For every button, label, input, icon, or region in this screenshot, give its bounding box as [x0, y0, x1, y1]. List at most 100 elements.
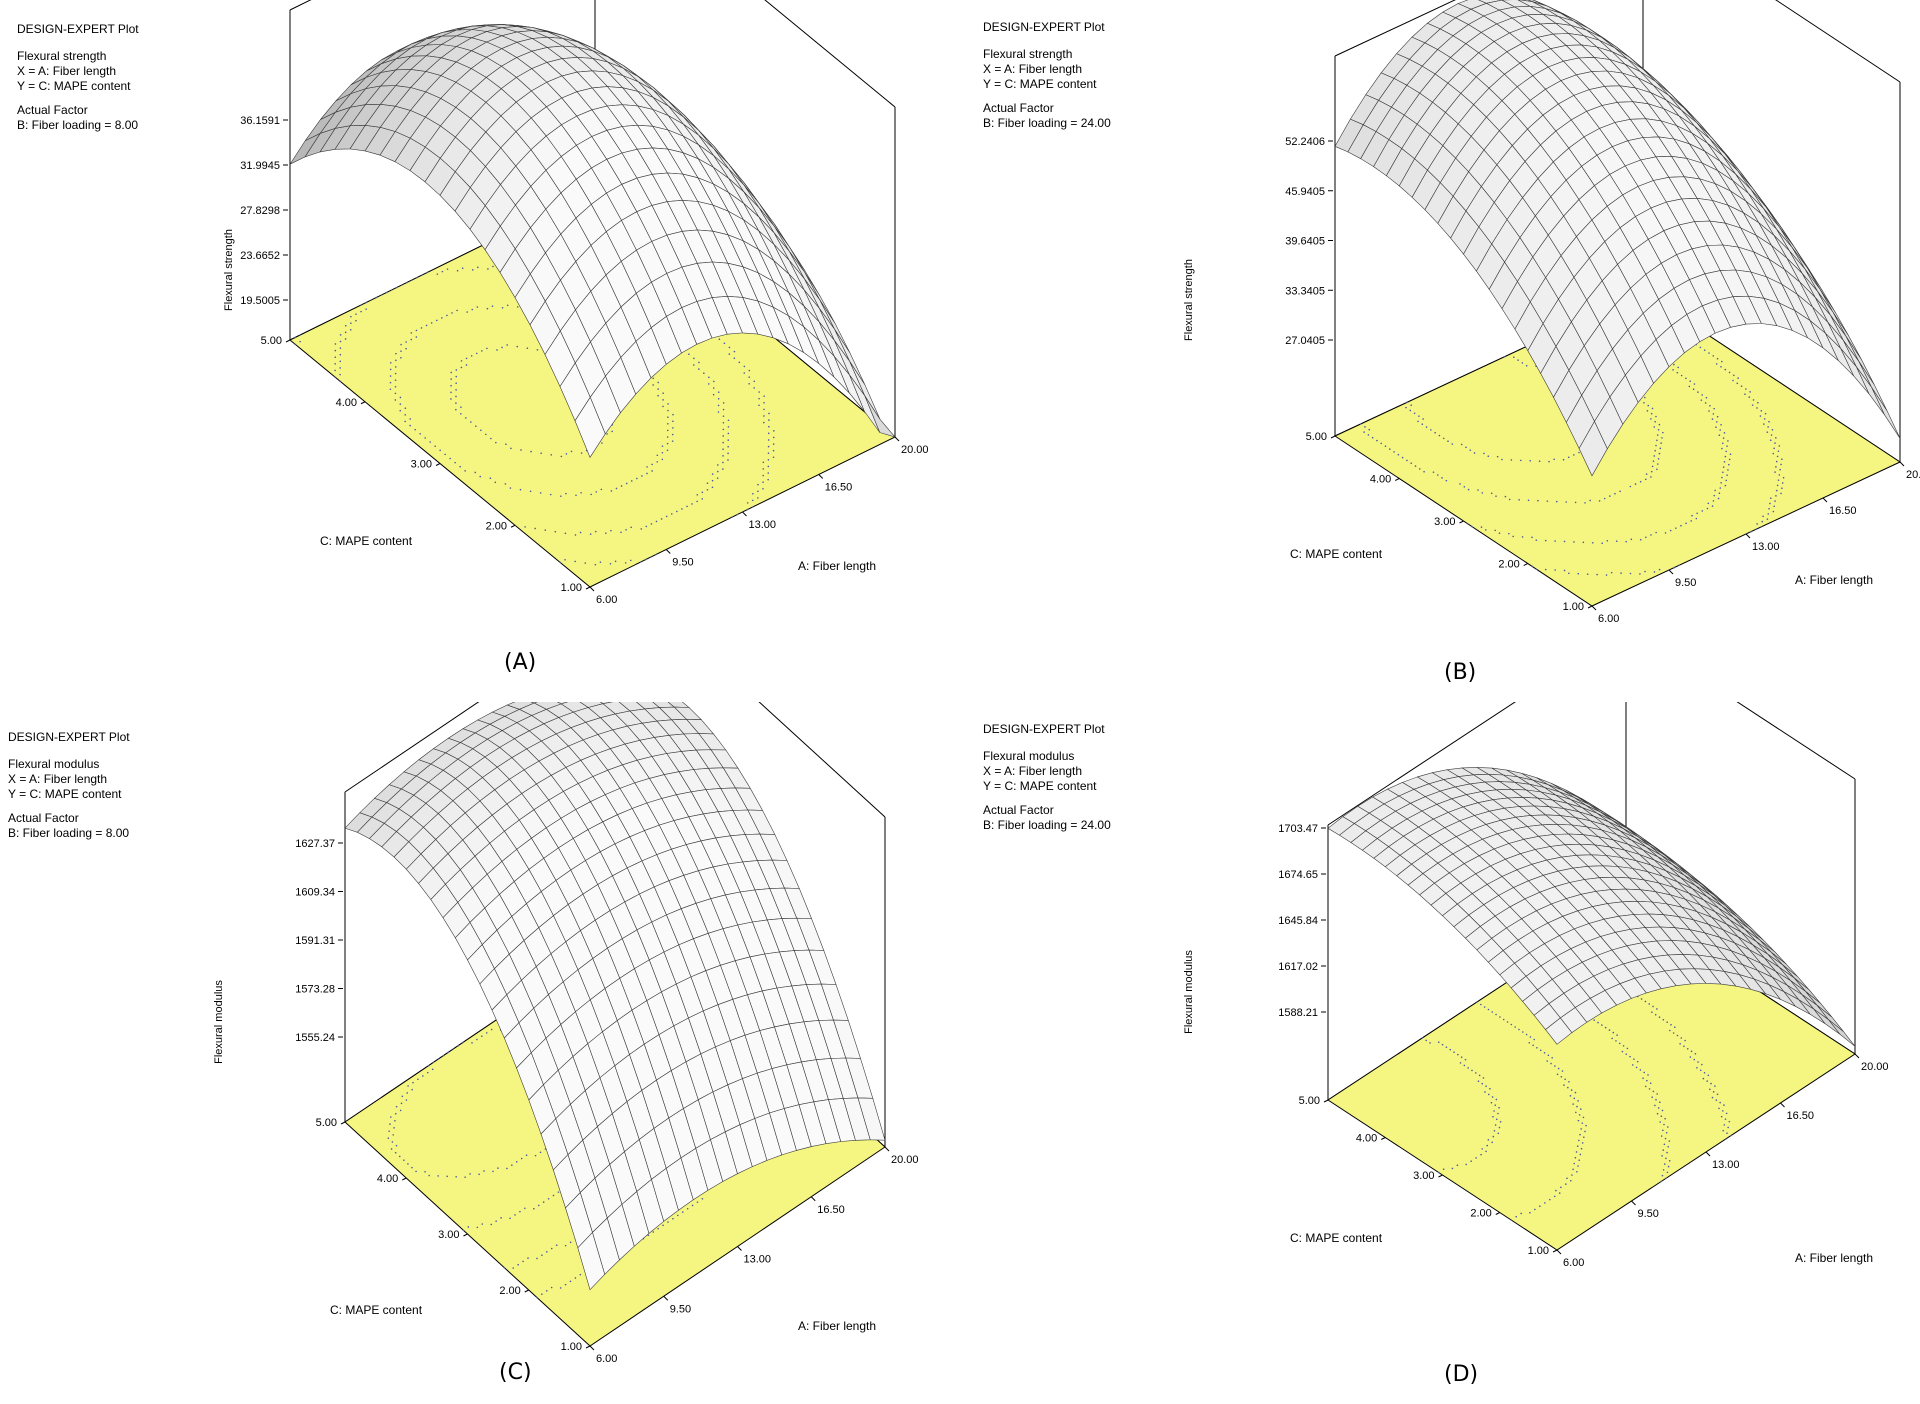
plot-header: DESIGN-EXPERT Plot: [983, 20, 1105, 34]
contour-point: [1721, 442, 1724, 445]
contour-point: [579, 531, 582, 534]
contour-point: [1367, 434, 1370, 436]
contour-point: [1760, 410, 1763, 412]
y-tick: [1395, 478, 1400, 481]
contour-point: [1498, 1106, 1500, 1109]
contour-point: [650, 523, 653, 525]
contour-point: [1614, 492, 1616, 495]
contour-point: [1669, 529, 1672, 532]
contour-point: [447, 1051, 450, 1054]
contour-point: [630, 526, 632, 529]
actual-factor-value: B: Fiber loading = 8.00: [8, 826, 130, 840]
contour-point: [1651, 465, 1654, 468]
contour-point: [1605, 574, 1608, 576]
contour-point: [574, 534, 577, 536]
contour-point: [1467, 488, 1470, 491]
contour-point: [1486, 1144, 1488, 1147]
surface-plot: 19.5005 23.6652 27.8298 31.9945 36.1591 Flexu…: [223, 0, 929, 606]
contour-point: [370, 299, 373, 301]
contour-point: [655, 520, 658, 523]
z-axis: 1588.21 1617.02 1645.84 1674.65 1703.47 Flexu…: [1183, 823, 1326, 1034]
contour-point: [652, 384, 654, 386]
contour-point: [1483, 452, 1485, 455]
response-name: Flexural strength: [17, 49, 107, 63]
contour-point: [1711, 1096, 1714, 1099]
contour-point: [1475, 1072, 1477, 1074]
contour-point: [1481, 1082, 1484, 1085]
contour-point: [1550, 1062, 1552, 1065]
contour-point: [1668, 1160, 1671, 1162]
contour-point: [1579, 1153, 1582, 1156]
contour-point: [389, 381, 392, 384]
contour-point: [722, 402, 725, 404]
contour-point: [1457, 1053, 1459, 1056]
contour-point: [404, 414, 407, 416]
contour-point: [1480, 1003, 1482, 1006]
contour-point: [1709, 405, 1711, 407]
contour-point: [1490, 492, 1493, 495]
contour-point: [1649, 1082, 1652, 1084]
z-tick-label: 52.2406: [1285, 136, 1325, 148]
contour-point: [1463, 1064, 1466, 1067]
contour-point: [375, 296, 378, 299]
contour-point: [506, 1167, 508, 1170]
contour-point: [1723, 432, 1726, 434]
x-tick-label: 13.00: [1752, 541, 1780, 553]
contour-point: [1639, 480, 1642, 483]
contour-point: [449, 457, 451, 460]
contour-point: [1582, 1116, 1585, 1119]
contour-point: [1514, 1026, 1516, 1028]
contour-point: [677, 1214, 679, 1217]
contour-point: [549, 493, 552, 496]
contour-point: [1578, 1139, 1580, 1142]
contour-point: [1661, 437, 1663, 439]
surface-plot: 27.0405 33.3405 39.6405 45.9405 52.2406 Flexu…: [1183, 0, 1920, 625]
contour-point: [1577, 572, 1580, 575]
y-tick-label: 5.00: [1306, 431, 1327, 443]
contour-point: [1776, 484, 1779, 487]
x-axis: 6.00 9.50 13.00 16.50 20.00 A: Fiber length: [1591, 461, 1920, 625]
x-tick: [1822, 497, 1828, 503]
contour-point: [1676, 1034, 1679, 1037]
box-edge: [1775, 0, 1901, 83]
contour-point: [344, 331, 347, 334]
contour-point: [656, 461, 659, 463]
contour-point: [455, 375, 458, 378]
contour-point: [722, 448, 724, 451]
contour-point: [1579, 1133, 1581, 1136]
actual-factor-title: Actual Factor: [983, 803, 1054, 817]
contour-point: [432, 1061, 435, 1064]
contour-point: [441, 317, 443, 319]
contour-point: [411, 1166, 413, 1169]
contour-point: [539, 1151, 542, 1154]
x-tick: [1556, 1249, 1562, 1255]
contour-point: [451, 312, 453, 314]
contour-point: [1767, 426, 1769, 428]
contour-point: [1667, 1165, 1670, 1168]
y-axis-label: C: MAPE content: [330, 1303, 423, 1317]
contour-point: [1664, 1117, 1666, 1120]
contour-point: [713, 380, 715, 383]
contour-point: [471, 1042, 473, 1044]
contour-point: [465, 357, 468, 360]
contour-point: [466, 311, 468, 313]
x-tick-label: 20.00: [891, 1154, 919, 1166]
contour-point: [1634, 483, 1637, 485]
contour-point: [1732, 379, 1734, 382]
contour-point: [1670, 1023, 1672, 1026]
contour-point: [1691, 514, 1693, 517]
contour-point: [350, 315, 352, 318]
contour-point: [1480, 526, 1483, 528]
contour-point: [439, 449, 441, 452]
contour-point: [574, 1277, 577, 1279]
contour-point: [1609, 495, 1611, 497]
contour-point: [546, 1251, 548, 1253]
contour-point: [462, 1041, 464, 1044]
x-tick-label: 6.00: [596, 594, 617, 606]
contour-point: [1766, 518, 1769, 520]
z-axis: 19.5005 23.6652 27.8298 31.9945 36.1591 Flexu…: [223, 115, 288, 311]
contour-point: [773, 430, 775, 432]
contour-point: [457, 1044, 459, 1047]
contour-point: [1715, 363, 1718, 365]
contour-point: [1654, 449, 1656, 452]
